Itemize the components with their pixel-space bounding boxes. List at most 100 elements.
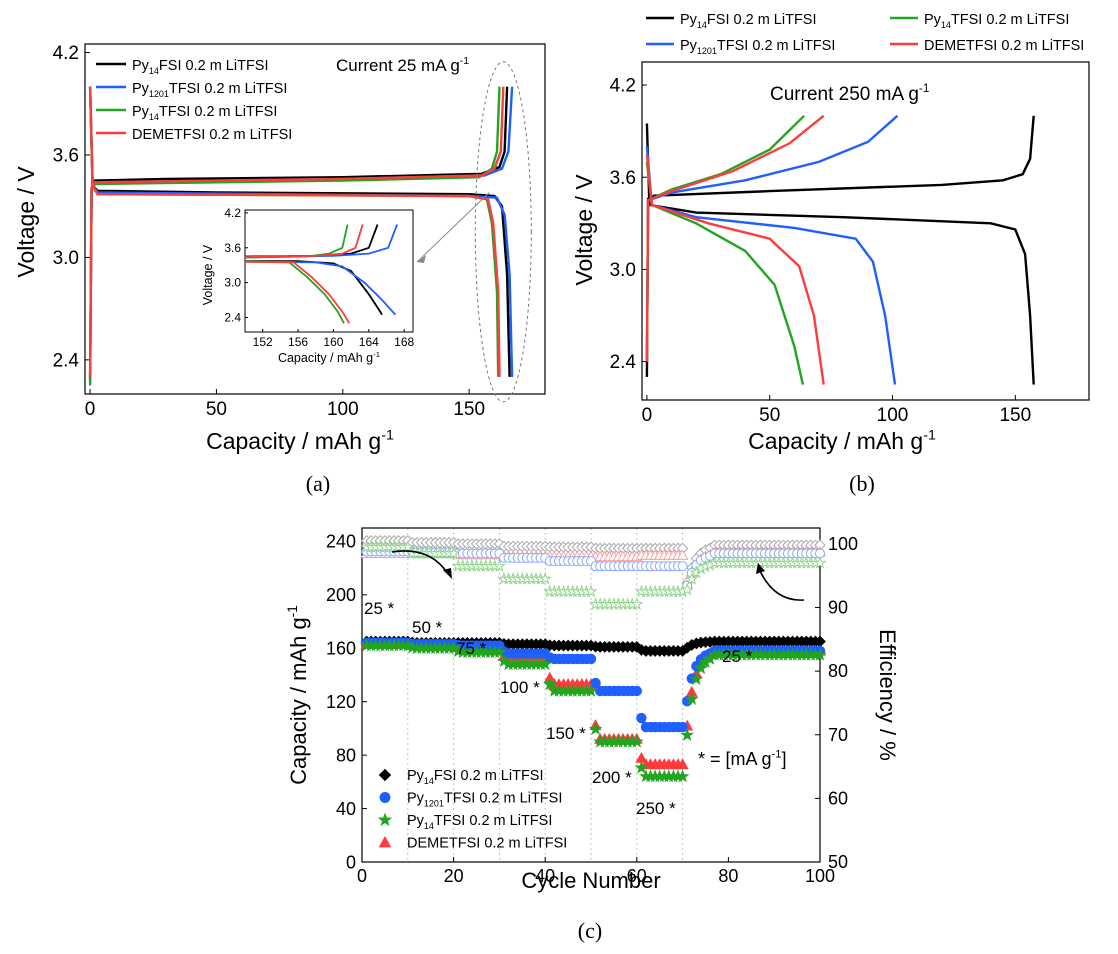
data-point-star: [675, 769, 690, 783]
legend-label-blue-post: TFSI 0.2 m LiTFSI: [444, 791, 562, 807]
data-point-circle: [677, 721, 688, 733]
x-tick-label: 100: [805, 866, 835, 886]
x-axis-label-main: Capacity / mAh g: [748, 428, 923, 454]
current-annotation-main: Current 250 mA g: [770, 84, 919, 105]
efficiency-axis-arrow: [759, 570, 805, 601]
y-tick-label: 200: [326, 585, 356, 605]
current-annotation: Current 250 mA g-1: [770, 82, 929, 105]
legend-label-blue-sub: 1201: [149, 89, 169, 99]
current-annotation-sup: -1: [460, 55, 470, 67]
y-tick-label: 80: [336, 745, 356, 765]
data-point-star: [538, 571, 552, 585]
data-point-star: [634, 760, 649, 774]
inset-y-tick-label: 3.6: [224, 241, 241, 255]
inset-frame: [244, 209, 414, 333]
legend-label-blue-post: TFSI 0.2 m LiTFSI: [169, 81, 287, 97]
data-point-star: [401, 540, 415, 553]
y-tick-label: 120: [326, 692, 356, 712]
legend-label-green: Py14TFSI 0.2 m LiTFSI: [407, 813, 552, 831]
current-annotation: Current 25 mA g-1: [336, 55, 469, 75]
legend-label-green: Py14TFSI 0.2 m LiTFSI: [132, 104, 277, 122]
data-point-star: [680, 582, 694, 596]
discharge-curve-blue: [244, 260, 396, 316]
y-axis-label: Voltage / V: [13, 166, 39, 278]
x-tick-label: 20: [444, 866, 464, 886]
inset-y-tick-label: 3.0: [224, 276, 241, 290]
panel-label: (b): [849, 471, 875, 496]
rate-unit-note-main: * = [mA g: [698, 749, 772, 769]
data-point-star: [630, 597, 644, 611]
y2-axis-label: Efficiency / %: [875, 629, 900, 761]
panel-c-rate-capability: 0 20 40 60 80 100 0 40 80 120 160 200 240 50 60 70 80 90 1…: [285, 527, 900, 943]
legend-label-blue-pre: Py: [407, 791, 425, 807]
rate-label: 100 *: [500, 678, 540, 697]
legend-label-black-sub: 14: [149, 66, 159, 76]
legend-label-blue-sub: 1201: [424, 799, 444, 809]
x-tick-label: 0: [357, 866, 367, 886]
charge-curve-black: [645, 115, 1035, 378]
x-tick-label: 80: [718, 866, 738, 886]
legend-label-blue-pre: Py: [680, 38, 698, 54]
y-axis-label-sup: -1: [285, 605, 300, 617]
y2-tick-label: 70: [828, 725, 848, 745]
x-tick-label: 150: [453, 399, 485, 420]
legend-label-black-sub: 14: [424, 776, 434, 786]
rate-label: 50 *: [412, 618, 443, 637]
x-axis-label-main: Capacity / mAh g: [206, 428, 381, 454]
inset-x-tick-label: 152: [253, 335, 273, 349]
data-point-star: [629, 734, 644, 748]
data-point-circle: [590, 677, 601, 689]
y-tick-label: 2.4: [610, 352, 637, 373]
rate-label: 25 *: [722, 647, 753, 666]
data-point-star: [446, 546, 461, 560]
data-point-star: [377, 812, 393, 827]
legend-label-black: Py14FSI 0.2 m LiTFSI: [407, 768, 544, 786]
y-axis-label: Voltage / V: [571, 174, 597, 286]
inset-x-tick-label: 164: [359, 335, 379, 349]
rate-unit-note-sup: -1: [772, 748, 782, 760]
data-point-star: [689, 672, 704, 686]
plot-frame: [641, 61, 1090, 401]
y-tick-label: 0: [346, 852, 356, 872]
data-point-circle: [585, 653, 597, 665]
legend-label-black: Py14FSI 0.2 m LiTFSI: [680, 12, 817, 30]
inset-y-tick-label: 2.4: [224, 310, 241, 324]
charge-curve-red: [244, 224, 364, 258]
efficiency-axis-arrow-head: [756, 563, 765, 574]
rate-label: 200 *: [592, 768, 632, 787]
data-point-star: [685, 572, 699, 585]
y2-tick-label: 50: [828, 852, 848, 872]
data-point-star: [813, 555, 827, 569]
legend-label-red: DEMETFSI 0.2 m LiTFSI: [132, 127, 292, 143]
inset-x-tick-label: 156: [288, 335, 308, 349]
legend-label-green-post: TFSI 0.2 m LiTFSI: [951, 12, 1069, 28]
data-point-star: [584, 584, 598, 598]
x-tick-label: 100: [877, 405, 909, 426]
discharge-curve-red: [244, 260, 351, 324]
panel-label: (a): [306, 471, 330, 496]
x-axis-label: Capacity / mAh g-1: [206, 427, 394, 454]
data-point-star: [542, 677, 557, 691]
x-tick-label: 150: [999, 405, 1031, 426]
legend-label-blue: Py1201TFSI 0.2 m LiTFSI: [680, 38, 835, 56]
legend-label-black-pre: Py: [132, 58, 150, 74]
legend-label-black-pre: Py: [407, 768, 425, 784]
y-tick-label: 160: [326, 639, 356, 659]
data-point-triangle: [676, 549, 689, 560]
data-point-star: [588, 721, 603, 735]
y-tick-label: 3.6: [53, 146, 79, 167]
legend-label-red-post: DEMETFSI 0.2 m LiTFSI: [924, 38, 1084, 54]
legend-label-green-sub: 14: [149, 112, 159, 122]
y-tick-label: 40: [336, 799, 356, 819]
legend-label-blue-pre: Py: [132, 81, 150, 97]
y2-tick-label: 90: [828, 598, 848, 618]
y-tick-label: 240: [326, 532, 356, 552]
legend-label-red-post: DEMETFSI 0.2 m LiTFSI: [407, 836, 567, 852]
capacity-axis-arrow: [391, 550, 449, 575]
rate-label: 75 *: [456, 639, 487, 658]
y-axis-label-main: Capacity / mAh g: [286, 617, 311, 785]
data-point-star: [813, 647, 827, 661]
y-tick-label: 2.4: [53, 351, 80, 372]
